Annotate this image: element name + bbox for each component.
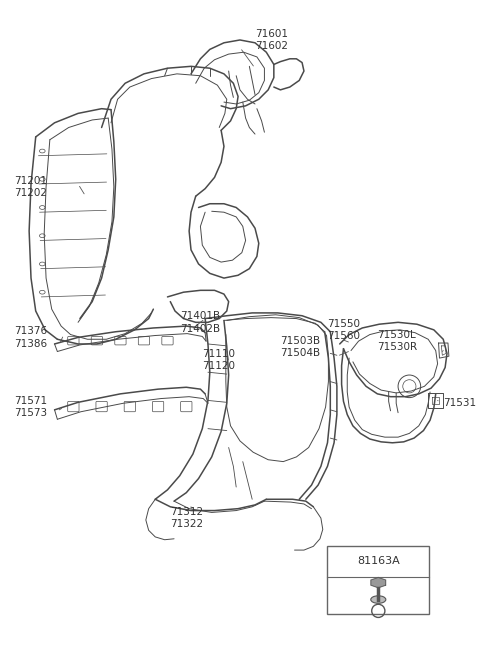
Text: 71110
71120: 71110 71120 [202, 348, 235, 371]
FancyBboxPatch shape [327, 546, 429, 614]
Text: 71312
71322: 71312 71322 [170, 507, 204, 529]
Polygon shape [371, 578, 385, 588]
Text: 71503B
71504B: 71503B 71504B [280, 335, 321, 358]
Text: 71571
71573: 71571 71573 [14, 396, 47, 419]
Text: 71601
71602: 71601 71602 [255, 29, 288, 51]
Text: 71401B
71402B: 71401B 71402B [180, 311, 220, 333]
Text: 71201
71202: 71201 71202 [14, 176, 47, 198]
Text: 71531: 71531 [443, 398, 476, 408]
Text: 71550
71560: 71550 71560 [327, 318, 360, 341]
Text: 81163A: 81163A [357, 556, 400, 566]
Ellipse shape [371, 596, 386, 603]
Text: 71376
71386: 71376 71386 [14, 326, 47, 348]
Text: 71530L
71530R: 71530L 71530R [377, 330, 418, 352]
